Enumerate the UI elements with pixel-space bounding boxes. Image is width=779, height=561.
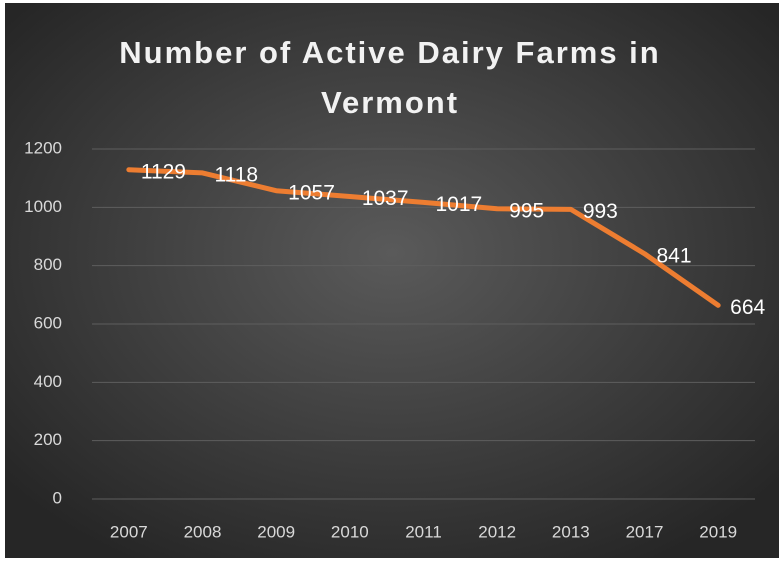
x-tick-label: 2008 (184, 522, 222, 541)
y-tick-label: 400 (34, 372, 62, 391)
chart-background (5, 3, 779, 558)
chart-title: Number of Active Dairy Farms in Vermont (119, 35, 661, 120)
x-tick-label: 2017 (626, 522, 664, 541)
x-tick-label: 2010 (331, 522, 369, 541)
y-tick-label: 0 (53, 488, 62, 507)
data-label: 993 (583, 200, 618, 223)
y-tick-label: 600 (34, 313, 62, 332)
data-label: 1017 (436, 193, 483, 216)
y-tick-label: 800 (34, 255, 62, 274)
x-tick-label: 2009 (257, 522, 295, 541)
data-label: 995 (509, 199, 544, 222)
x-tick-label: 2007 (110, 522, 148, 541)
data-line (126, 167, 721, 308)
x-tick-label: 2011 (405, 522, 442, 541)
data-label: 664 (730, 296, 765, 319)
data-label: 841 (657, 244, 692, 267)
y-tick-label: 1000 (24, 197, 62, 216)
x-tick-label: 2013 (552, 522, 590, 541)
y-tick-label: 200 (34, 430, 62, 449)
data-label: 1129 (141, 160, 186, 183)
data-label: 1057 (288, 181, 335, 204)
x-tick-label: 2019 (699, 522, 737, 541)
x-tick-label: 2012 (478, 522, 516, 541)
data-label: 1037 (362, 187, 409, 210)
data-label: 1118 (215, 163, 259, 186)
y-tick-label: 1200 (24, 138, 62, 157)
